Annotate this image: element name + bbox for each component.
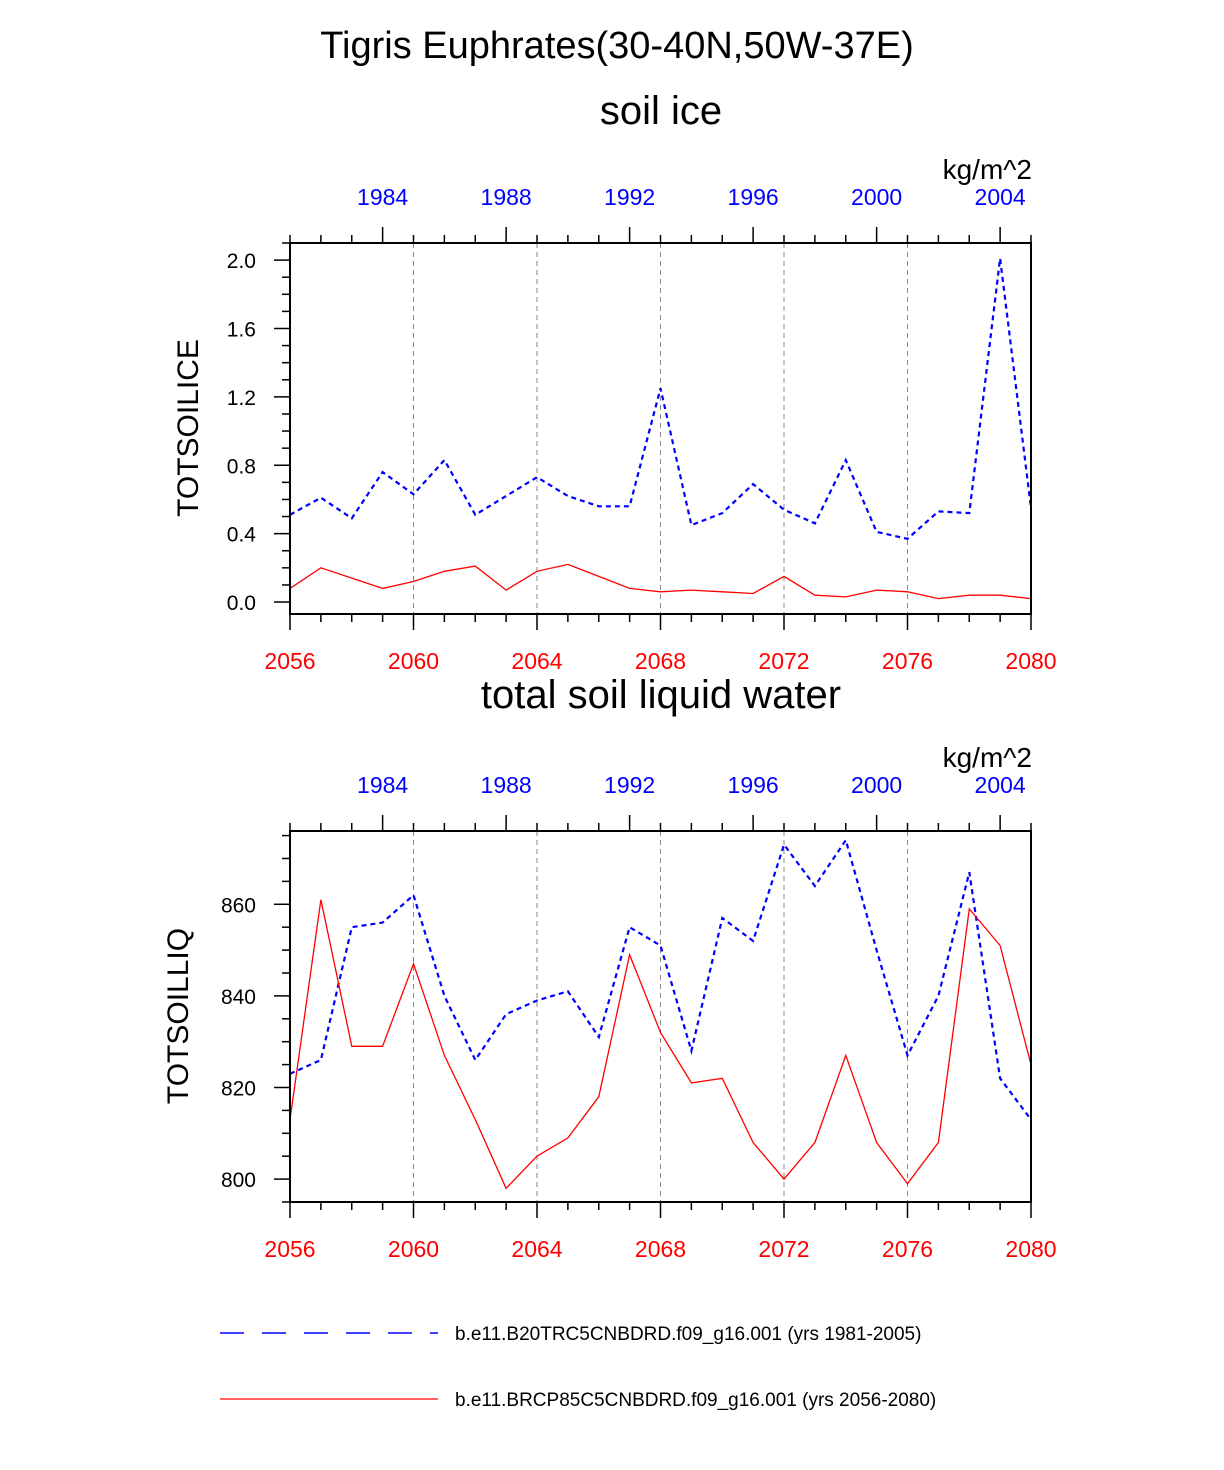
soil-ice-panel: soil ice kg/m^2 TOTSOILICE 2056 2060 2064 2… bbox=[172, 89, 1057, 674]
soil-ice-y-tick-label: 1.6 bbox=[227, 318, 256, 341]
soil-ice-tick-marks bbox=[274, 227, 1032, 630]
soil-ice-series-a-line bbox=[289, 258, 1033, 540]
soil-ice-y-axis-label: TOTSOILICE bbox=[172, 339, 205, 517]
soil-ice-units: kg/m^2 bbox=[943, 154, 1032, 185]
soil-ice-x-bottom-tick-label: 2076 bbox=[882, 648, 933, 674]
soil-ice-x-top-tick-label: 1988 bbox=[481, 184, 532, 210]
soil-ice-x-bottom-tick-label: 2068 bbox=[635, 648, 686, 674]
soil-liquid-y-tick-label: 820 bbox=[221, 1077, 256, 1100]
soil-liquid-x-top-tick-label: 2000 bbox=[851, 772, 902, 798]
soil-ice-y-tick-label: 0.8 bbox=[227, 455, 256, 478]
soil-ice-y-tick-label: 1.2 bbox=[227, 387, 256, 410]
soil-ice-x-top-tick-label: 1992 bbox=[604, 184, 655, 210]
soil-ice-y-tick-label: 0.0 bbox=[227, 592, 256, 615]
soil-ice-tick-labels: 2056 2060 2064 2068 2072 2076 2080 1984 1988 1992… bbox=[227, 184, 1057, 674]
legend: b.e11.B20TRC5CNBDRD.f09_g16.001 (yrs 198… bbox=[220, 1324, 936, 1411]
soil-liquid-y-tick-label: 860 bbox=[221, 894, 256, 917]
soil-liquid-x-bottom-tick-label: 2056 bbox=[264, 1236, 315, 1262]
soil-liquid-x-top-tick-label: 1996 bbox=[728, 772, 779, 798]
soil-ice-x-bottom-tick-label: 2072 bbox=[758, 648, 809, 674]
soil-ice-series-b-line bbox=[289, 563, 1032, 600]
soil-ice-x-top-tick-label: 1996 bbox=[728, 184, 779, 210]
soil-liquid-x-bottom-tick-label: 2080 bbox=[1005, 1236, 1056, 1262]
soil-liquid-x-bottom-tick-label: 2068 bbox=[635, 1236, 686, 1262]
soil-liquid-x-bottom-tick-label: 2060 bbox=[388, 1236, 439, 1262]
legend-label-series-b: b.e11.BRCP85C5CNBDRD.f09_g16.001 (yrs 20… bbox=[455, 1390, 936, 1411]
soil-ice-x-bottom-tick-label: 2060 bbox=[388, 648, 439, 674]
legend-label-series-a: b.e11.B20TRC5CNBDRD.f09_g16.001 (yrs 198… bbox=[455, 1324, 921, 1345]
soil-ice-x-top-tick-label: 2000 bbox=[851, 184, 902, 210]
soil-liquid-tick-labels: 2056 2060 2064 2068 2072 2076 2080 1984 1988 1992… bbox=[221, 772, 1057, 1262]
soil-liquid-y-tick-label: 840 bbox=[221, 986, 256, 1009]
soil-liquid-x-bottom-tick-label: 2064 bbox=[511, 1236, 562, 1262]
soil-liquid-x-bottom-tick-label: 2076 bbox=[882, 1236, 933, 1262]
soil-ice-x-bottom-tick-label: 2056 bbox=[264, 648, 315, 674]
soil-ice-y-tick-label: 0.4 bbox=[227, 524, 257, 547]
soil-ice-x-top-tick-label: 2004 bbox=[975, 184, 1026, 210]
soil-ice-title: soil ice bbox=[600, 89, 722, 133]
soil-ice-x-top-tick-label: 1984 bbox=[357, 184, 408, 210]
soil-liquid-series-b-line bbox=[289, 899, 1032, 1190]
soil-ice-gridlines bbox=[413, 243, 908, 614]
soil-liquid-x-top-tick-label: 1988 bbox=[481, 772, 532, 798]
soil-liquid-gridlines bbox=[413, 831, 908, 1202]
soil-liquid-tick-marks bbox=[274, 815, 1032, 1218]
soil-liquid-x-bottom-tick-label: 2072 bbox=[758, 1236, 809, 1262]
soil-liquid-series-a-line bbox=[289, 837, 1032, 1121]
soil-liquid-series-lines bbox=[289, 837, 1032, 1190]
soil-liquid-title: total soil liquid water bbox=[481, 673, 841, 717]
soil-liquid-panel: total soil liquid water kg/m^2 TOTSOILLI… bbox=[162, 673, 1057, 1262]
soil-liquid-units: kg/m^2 bbox=[943, 742, 1032, 773]
soil-liquid-y-axis-label: TOTSOILLIQ bbox=[162, 928, 195, 1104]
soil-liquid-y-tick-label: 800 bbox=[221, 1169, 256, 1192]
soil-ice-y-tick-label: 2.0 bbox=[227, 250, 256, 273]
soil-ice-x-bottom-tick-label: 2080 bbox=[1005, 648, 1056, 674]
soil-liquid-x-top-tick-label: 1984 bbox=[357, 772, 408, 798]
figure-title: Tigris Euphrates(30-40N,50W-37E) bbox=[320, 25, 913, 67]
soil-ice-series-lines bbox=[289, 258, 1033, 600]
soil-liquid-x-top-tick-label: 2004 bbox=[975, 772, 1026, 798]
soil-ice-x-bottom-tick-label: 2064 bbox=[511, 648, 562, 674]
soil-liquid-x-top-tick-label: 1992 bbox=[604, 772, 655, 798]
